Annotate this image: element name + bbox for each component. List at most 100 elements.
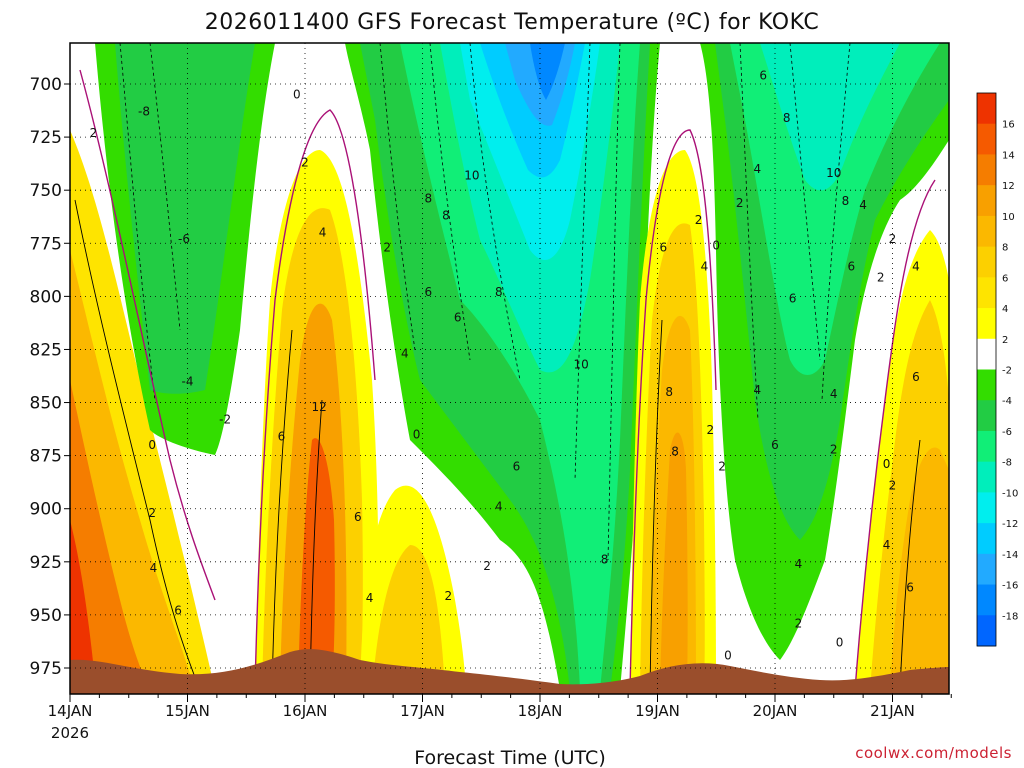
colorbar-swatch: [977, 523, 996, 555]
contour-label: 6: [771, 438, 779, 452]
contour-label: 8: [665, 385, 673, 399]
contour-label: 2: [148, 506, 156, 520]
chart-title: 2026011400 GFS Forecast Temperature (ºC)…: [205, 10, 819, 35]
contour-label: 12: [311, 400, 326, 414]
colorbar: 16 14 12 10 8 6 4 2 -2 -4 -6 -8 -10 -12 -14 -16 -18: [976, 92, 1018, 647]
contour-label: 0: [148, 438, 156, 452]
x-tick-label: 15JAN: [165, 702, 210, 720]
y-tick-label: 725: [30, 128, 62, 148]
colorbar-tick-label: 8: [1002, 243, 1008, 254]
contour-label: 0: [883, 457, 891, 471]
x-tick-label: 21JAN: [870, 702, 915, 720]
contour-label: 4: [754, 383, 762, 397]
contour-label: 2: [877, 270, 885, 284]
colorbar-swatch: [977, 584, 996, 616]
colorbar-swatch: [977, 369, 996, 401]
colorbar-swatch: [977, 308, 996, 340]
contour-label: 6: [906, 580, 914, 594]
x-axis-label: Forecast Time (UTC): [414, 747, 605, 768]
x-year-label: 2026: [51, 724, 89, 742]
grid: [70, 43, 949, 694]
x-axis: 14JAN 15JAN 16JAN 17JAN 18JAN 19JAN 20JAN 21JAN: [48, 694, 952, 720]
colorbar-swatch: [977, 492, 996, 524]
contour-label: 4: [701, 260, 709, 274]
contour-label: 2: [718, 459, 726, 473]
contour-label: 6: [278, 430, 286, 444]
contour-label: 4: [859, 198, 867, 212]
y-tick-label: 800: [30, 287, 62, 307]
x-tick-label: 18JAN: [518, 702, 563, 720]
colorbar-tick-label: 4: [1002, 304, 1008, 315]
colorbar-tick-label: 14: [1002, 150, 1015, 161]
contour-label: 10: [826, 166, 841, 180]
contour-label: 0: [293, 88, 301, 102]
contour-label: 8: [671, 444, 679, 458]
contour-label: 10: [464, 168, 479, 182]
colorbar-swatch: [977, 400, 996, 432]
contour-label: 2: [795, 616, 803, 630]
contour-label: 8: [442, 209, 450, 223]
x-tick-label: 16JAN: [283, 702, 328, 720]
cool-region-20jan: [730, 43, 940, 375]
colorbar-tick-label: -18: [1002, 611, 1018, 622]
y-tick-label: 875: [30, 447, 62, 467]
contour-label: 4: [401, 347, 409, 361]
contour-label: 6: [848, 260, 856, 274]
y-tick-label: 850: [30, 394, 62, 414]
colorbar-tick-label: 12: [1002, 181, 1015, 192]
x-tick-label: 17JAN: [400, 702, 445, 720]
contour-label: 8: [842, 194, 850, 208]
contour-label: 8: [425, 192, 433, 206]
y-tick-label: 700: [30, 75, 62, 95]
y-tick-label: 975: [30, 659, 62, 679]
colorbar-swatch: [977, 123, 996, 155]
contour-label: 4: [754, 162, 762, 176]
contour-label: 2: [445, 589, 453, 603]
x-tick-label: 19JAN: [635, 702, 680, 720]
colorbar-swatch: [977, 461, 996, 493]
contour-label: 4: [366, 591, 374, 605]
colorbar-swatch: [977, 430, 996, 463]
contour-label: 4: [319, 226, 327, 240]
contour-label: 4: [912, 260, 920, 274]
freezing-contours: [79, 69, 936, 691]
contour-label: 2: [301, 156, 309, 170]
colorbar-tick-label: -12: [1002, 519, 1018, 530]
colorbar-swatch: [977, 338, 996, 370]
contour-label: -4: [182, 374, 194, 388]
contour-label: 4: [883, 538, 891, 552]
colorbar-swatch: [977, 615, 996, 647]
contour-label: 0: [712, 238, 720, 252]
contour-label: 2: [707, 423, 715, 437]
colorbar-swatch: [977, 277, 996, 309]
contour-label: 6: [789, 291, 797, 305]
hot-region-16jan: [298, 438, 335, 690]
colorbar-swatch: [977, 215, 996, 248]
contour-label: 2: [736, 196, 744, 210]
colorbar-swatch: [977, 553, 996, 586]
y-axis: 700 725 750 775 800 825 850 875 900 925 950 975: [30, 75, 70, 679]
hot-region-19jan: [660, 432, 688, 690]
colorbar-tick-label: 16: [1002, 120, 1015, 131]
colorbar-tick-label: -6: [1002, 427, 1012, 438]
colorbar-swatch: [977, 154, 996, 186]
contour-label: 0: [413, 427, 421, 441]
contour-label: 4: [830, 387, 838, 401]
colorbar-frame: [976, 92, 997, 647]
terrain: [70, 649, 949, 694]
positive-contours: [74, 199, 921, 691]
colorbar-tick-label: -10: [1002, 488, 1018, 499]
hottest-region-14jan: [70, 520, 96, 690]
colorbar-tick-label: -4: [1002, 396, 1012, 407]
negative-contours: [119, 43, 851, 561]
hot-region-14jan: [70, 380, 150, 690]
contour-label: 6: [513, 459, 521, 473]
warm-region-17jan-core: [372, 545, 445, 690]
contour-label: 2: [383, 241, 391, 255]
colorbar-tick-label: 2: [1002, 335, 1008, 346]
contour-label: 8: [601, 553, 609, 567]
credit-text: coolwx.com/models: [855, 744, 1012, 762]
